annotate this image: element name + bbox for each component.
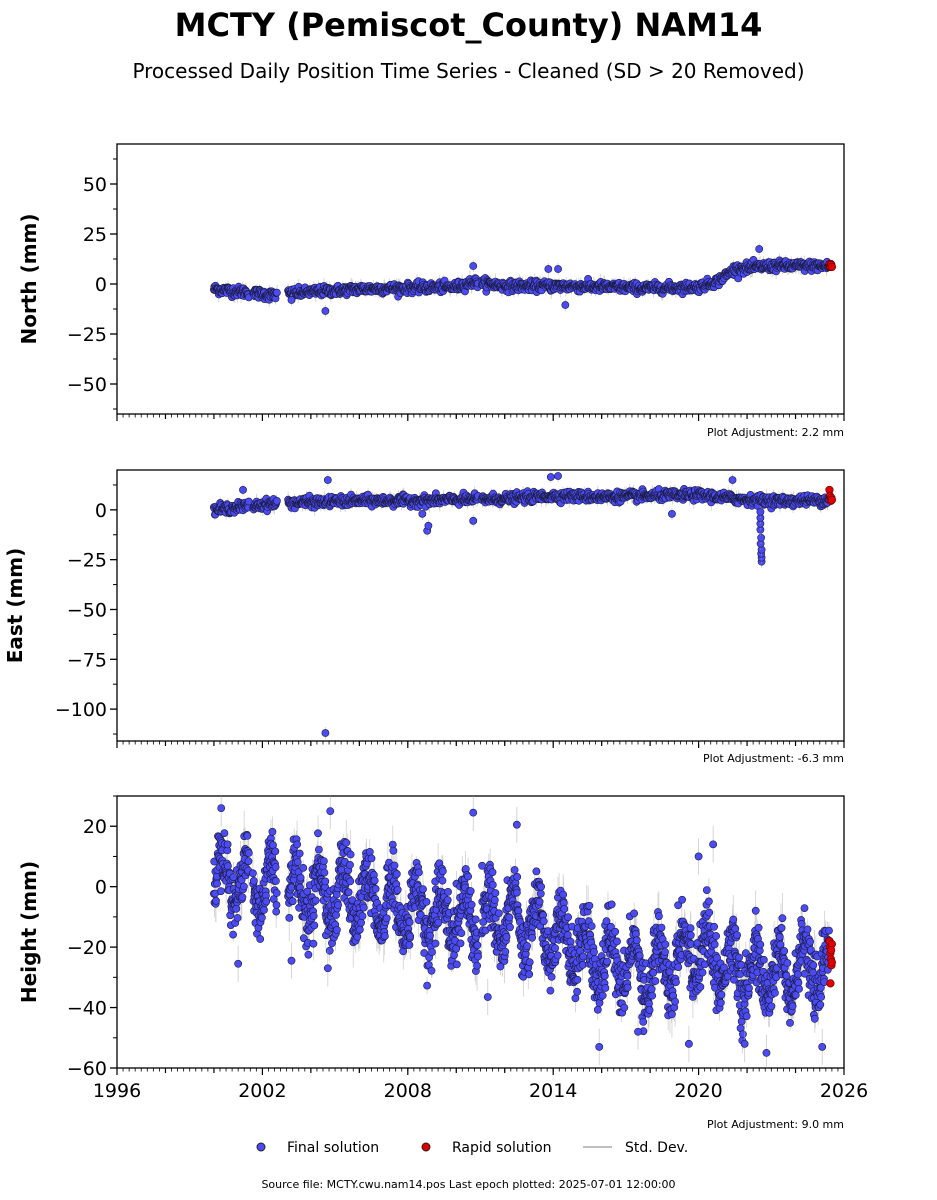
y-tick-label: −25 (67, 324, 107, 346)
chart-subtitle: Processed Daily Position Time Series - C… (132, 59, 804, 83)
data-layer (209, 796, 836, 1068)
final-solution-point (546, 473, 555, 481)
final-solution-point (272, 288, 281, 297)
final-solution-point (287, 296, 296, 304)
y-axis-label: East (mm) (3, 548, 27, 664)
y-axis-label: North (mm) (17, 213, 41, 344)
final-solution-point (239, 486, 247, 494)
final-solution-point (321, 729, 330, 737)
rapid-solution-point (827, 262, 836, 272)
x-tick-label: 2026 (820, 1080, 868, 1102)
y-tick-label: −40 (67, 998, 107, 1020)
y-tick-label: −60 (67, 1058, 107, 1080)
north-panel: 50 25 0 −25 −50 North (mm) Plot Adjustment: 2.… (17, 143, 845, 439)
rapid-solution-point (827, 495, 836, 504)
final-solution-point (554, 265, 562, 273)
final-solution-point (554, 472, 562, 480)
final-solution-point (728, 476, 737, 484)
final-solution-point (323, 476, 332, 484)
plot-adjustment-note: Plot Adjustment: 9.0 mm (707, 1118, 844, 1131)
final-solution-point (272, 496, 281, 505)
y-tick-label: −20 (67, 937, 107, 959)
final-solution-series (209, 484, 833, 519)
rapid-solution-series (825, 485, 836, 505)
y-tick-label: −50 (67, 599, 107, 621)
east-panel: 0 −25 −50 −75 −100 East (mm) Plot Adjustment: … (3, 469, 845, 765)
final-solution-point (757, 533, 766, 542)
final-solution-series (209, 255, 833, 304)
y-tick-label: −100 (55, 699, 107, 721)
final-solution-point (561, 301, 570, 309)
plot-adjustment-note: Plot Adjustment: 2.2 mm (707, 426, 844, 439)
y-tick-label: 0 (95, 877, 107, 899)
x-tick-label: 2014 (529, 1080, 577, 1102)
final-solution-point (544, 265, 553, 273)
x-tick-label: 2008 (384, 1080, 432, 1102)
y-tick-label: −75 (67, 649, 107, 671)
y-tick-label: −25 (67, 550, 107, 572)
final-solution-point (668, 509, 676, 518)
final-solution-point (469, 516, 478, 525)
y-tick-label: 25 (83, 224, 107, 246)
final-solution-point (469, 262, 478, 270)
data-layer (209, 470, 836, 740)
y-tick-label: 0 (95, 500, 107, 522)
rapid-solution-series (825, 259, 836, 272)
final-solution-point (321, 307, 330, 315)
x-tick-label: 1996 (93, 1080, 141, 1102)
chart-title: MCTY (Pemiscot_County) NAM14 (175, 6, 763, 44)
final-solution-point (424, 521, 433, 530)
final-solution-point (756, 507, 765, 516)
y-axis-label: Height (mm) (17, 861, 41, 1003)
final-solution-point (755, 245, 764, 253)
plot-adjustment-note: Plot Adjustment: -6.3 mm (703, 752, 844, 765)
final-solution-point (418, 509, 427, 518)
y-tick-label: −50 (67, 374, 107, 396)
data-layer (209, 243, 836, 317)
y-tick-label: 50 (83, 174, 107, 196)
x-tick-label: 2002 (238, 1080, 286, 1102)
x-tick-label: 2020 (674, 1080, 722, 1102)
y-tick-label: 0 (95, 274, 107, 296)
y-tick-label: 20 (83, 816, 107, 838)
